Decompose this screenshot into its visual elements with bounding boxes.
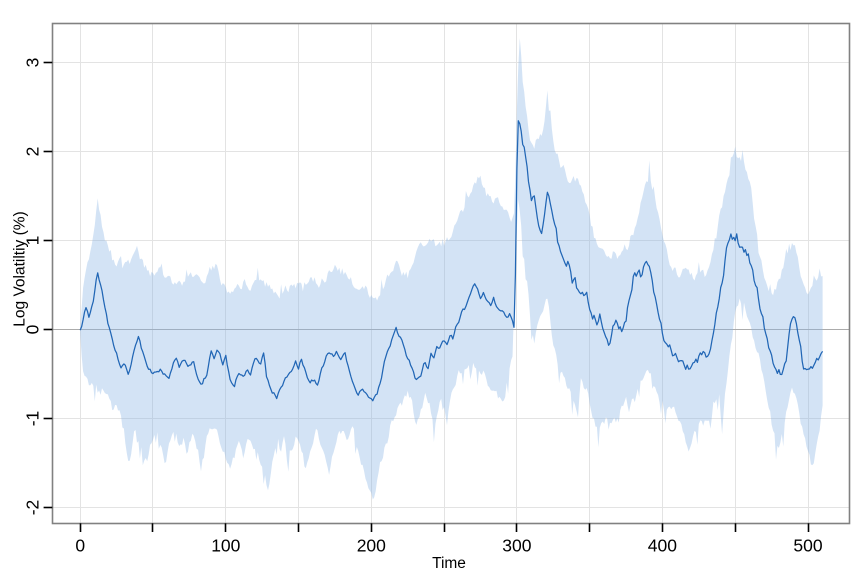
- svg-text:500: 500: [793, 535, 822, 555]
- svg-text:2: 2: [23, 147, 43, 157]
- svg-text:300: 300: [502, 535, 531, 555]
- svg-text:100: 100: [211, 535, 240, 555]
- svg-text:0: 0: [23, 324, 43, 334]
- svg-text:Log Volatiltiy (%): Log Volatiltiy (%): [12, 211, 29, 326]
- svg-text:400: 400: [648, 535, 677, 555]
- svg-text:3: 3: [23, 58, 43, 68]
- svg-text:1: 1: [23, 236, 43, 246]
- svg-text:-2: -2: [23, 500, 43, 516]
- svg-text:200: 200: [357, 535, 386, 555]
- svg-text:0: 0: [75, 535, 85, 555]
- svg-text:-1: -1: [23, 411, 43, 427]
- svg-text:Time: Time: [432, 555, 466, 572]
